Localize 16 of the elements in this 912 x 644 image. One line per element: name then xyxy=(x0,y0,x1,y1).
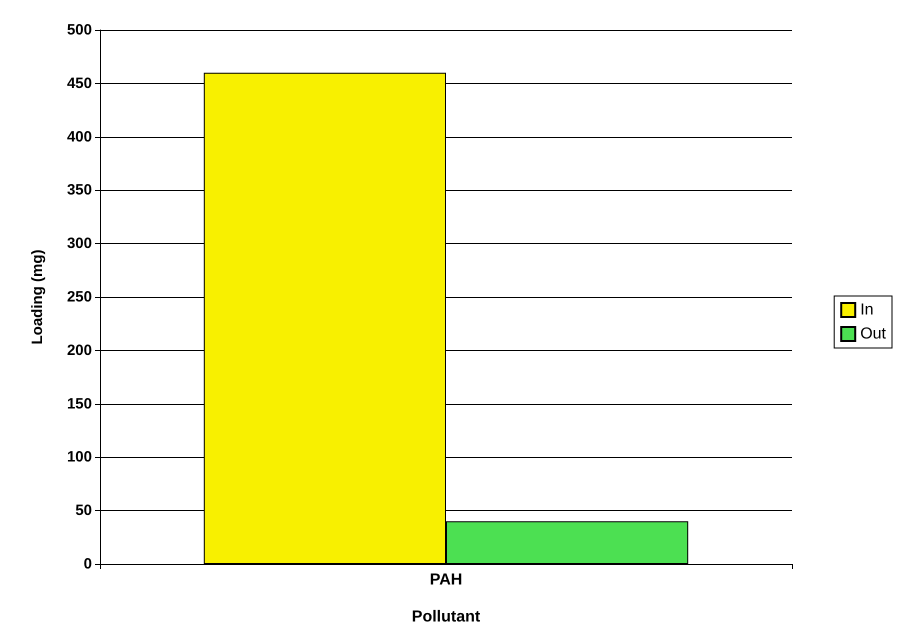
y-tick-label: 450 xyxy=(66,74,92,92)
y-tick-label: 50 xyxy=(75,502,92,520)
legend-label: Out xyxy=(860,326,887,342)
y-tick-label: 500 xyxy=(66,22,92,38)
y-tick-label: 100 xyxy=(66,448,92,466)
legend-label: In xyxy=(860,302,874,318)
y-axis-title: Loading (mg) xyxy=(29,250,46,344)
x-axis-title: Pollutant xyxy=(412,608,481,626)
y-tick-label: 300 xyxy=(66,235,92,252)
y-tick-label: 350 xyxy=(66,182,92,199)
y-tick-label: 200 xyxy=(66,342,92,359)
y-tick-label: 400 xyxy=(66,128,92,146)
x-tick-label: PAH xyxy=(430,572,462,588)
y-tick-label: 250 xyxy=(66,288,92,306)
y-tick-label: 0 xyxy=(84,556,92,572)
y-tick-label: 150 xyxy=(66,395,92,412)
